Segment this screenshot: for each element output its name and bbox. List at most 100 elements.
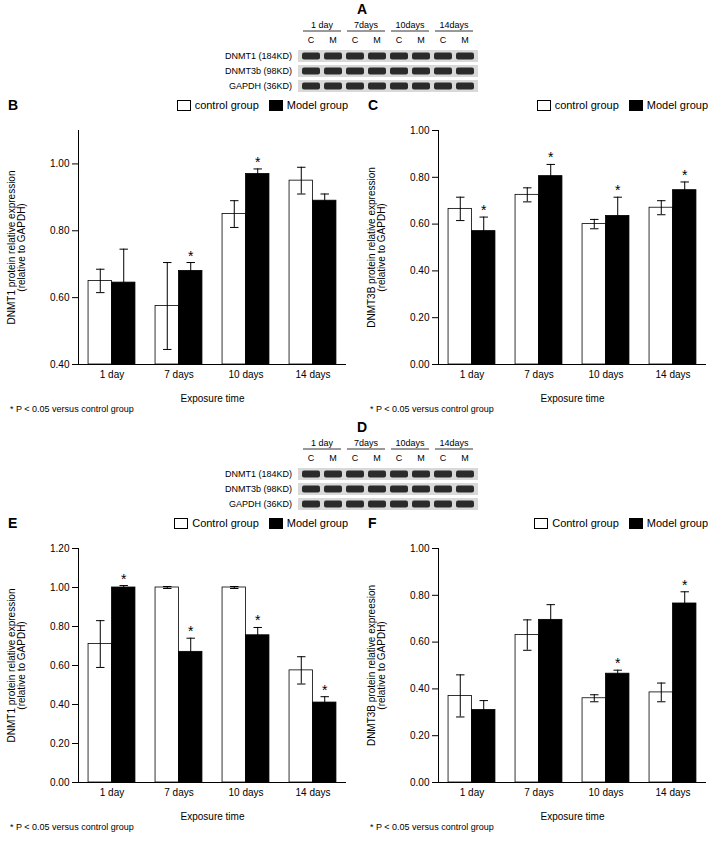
html-text:B: B — [8, 97, 19, 113]
svg-text:0.20: 0.20 — [50, 738, 70, 749]
svg-text:Exposure time: Exposure time — [181, 811, 245, 822]
svg-text:0.40: 0.40 — [50, 699, 70, 710]
svg-text:1 day: 1 day — [100, 369, 124, 380]
svg-text:0.00: 0.00 — [410, 777, 430, 788]
svg-text:7days: 7days — [354, 20, 379, 30]
svg-text:0.20: 0.20 — [410, 730, 430, 741]
svg-text:Exposure time: Exposure time — [181, 393, 245, 404]
svg-text:0.00: 0.00 — [410, 359, 430, 370]
svg-text:0.40: 0.40 — [410, 683, 430, 694]
svg-text:7 days: 7 days — [164, 787, 193, 798]
svg-text:*: * — [682, 577, 688, 593]
svg-text:*: * — [615, 655, 621, 671]
svg-text:D: D — [357, 419, 367, 435]
svg-text:M: M — [417, 453, 425, 463]
svg-text:DNMT1 (184KD): DNMT1 (184KD) — [225, 51, 292, 61]
svg-text:7 days: 7 days — [524, 369, 553, 380]
svg-text:*: * — [188, 623, 194, 639]
svg-text:0.00: 0.00 — [50, 777, 70, 788]
svg-text:14days: 14days — [439, 438, 469, 448]
html-text:Control group: Control group — [552, 516, 619, 529]
svg-text:GAPDH (36KD): GAPDH (36KD) — [229, 499, 292, 509]
svg-text:*: * — [255, 154, 261, 170]
svg-text:10days: 10days — [395, 20, 425, 30]
svg-text:C: C — [440, 453, 447, 463]
svg-text:14 days: 14 days — [655, 787, 690, 798]
svg-text:*: * — [481, 202, 487, 218]
svg-text:A: A — [357, 1, 367, 17]
html-text:Model group: Model group — [286, 516, 348, 529]
svg-text:0.40: 0.40 — [410, 265, 430, 276]
svg-text:1 day: 1 day — [460, 369, 484, 380]
svg-text:10 days: 10 days — [588, 369, 623, 380]
svg-text:*: * — [255, 612, 261, 628]
svg-text:14 days: 14 days — [655, 369, 690, 380]
svg-text:DNMT3B protein relative expree: DNMT3B protein relative expreesion(relat… — [366, 585, 387, 746]
svg-text:1 day: 1 day — [311, 20, 334, 30]
svg-text:0.80: 0.80 — [410, 590, 430, 601]
html-text:Model group: Model group — [646, 516, 708, 529]
svg-text:0.60: 0.60 — [410, 218, 430, 229]
svg-text:DNMT3B protein relative expres: DNMT3B protein relative expression(relat… — [366, 167, 387, 328]
svg-text:DNMT3b (98KD): DNMT3b (98KD) — [225, 66, 292, 76]
svg-text:C: C — [396, 35, 403, 45]
svg-text:Exposure time: Exposure time — [541, 393, 605, 404]
html-text:Control group: Control group — [192, 516, 259, 529]
svg-text:10 days: 10 days — [588, 787, 623, 798]
svg-text:M: M — [373, 35, 381, 45]
svg-text:1.00: 1.00 — [410, 125, 430, 136]
svg-text:7 days: 7 days — [164, 369, 193, 380]
svg-text:0.60: 0.60 — [410, 636, 430, 647]
svg-text:DNMT1 protein relative express: DNMT1 protein relative expression(relati… — [6, 589, 27, 743]
svg-text:1 day: 1 day — [311, 438, 334, 448]
svg-text:10 days: 10 days — [228, 369, 263, 380]
svg-text:DNMT3b (98KD): DNMT3b (98KD) — [225, 484, 292, 494]
html-text:control group: control group — [194, 98, 259, 111]
svg-text:0.60: 0.60 — [50, 660, 70, 671]
svg-text:M: M — [329, 453, 337, 463]
svg-text:*: * — [682, 167, 688, 183]
svg-text:M: M — [461, 35, 469, 45]
svg-text:C: C — [396, 453, 403, 463]
svg-text:C: C — [352, 453, 359, 463]
svg-text:Exposure time: Exposure time — [541, 811, 605, 822]
svg-text:C: C — [308, 453, 315, 463]
svg-text:GAPDH (36KD): GAPDH (36KD) — [229, 81, 292, 91]
html-text:Model group: Model group — [286, 98, 348, 111]
html-text:control group: control group — [554, 98, 619, 111]
svg-text:DNMT1 (184KD): DNMT1 (184KD) — [225, 469, 292, 479]
svg-text:DNMT1 protein relative express: DNMT1 protein relative expression(relati… — [6, 171, 27, 325]
svg-text:C: C — [308, 35, 315, 45]
svg-text:1.00: 1.00 — [410, 543, 430, 554]
svg-text:M: M — [417, 35, 425, 45]
svg-text:14days: 14days — [439, 20, 469, 30]
svg-text:7days: 7days — [354, 438, 379, 448]
svg-text:M: M — [373, 453, 381, 463]
svg-text:0.80: 0.80 — [50, 621, 70, 632]
svg-text:M: M — [329, 35, 337, 45]
svg-text:0.20: 0.20 — [410, 312, 430, 323]
svg-text:10days: 10days — [395, 438, 425, 448]
svg-text:10 days: 10 days — [228, 787, 263, 798]
svg-text:*: * — [548, 149, 554, 165]
svg-text:1.00: 1.00 — [50, 582, 70, 593]
svg-text:C: C — [440, 35, 447, 45]
svg-text:1 day: 1 day — [100, 787, 124, 798]
svg-text:1.00: 1.00 — [50, 158, 70, 169]
svg-text:1 day: 1 day — [460, 787, 484, 798]
html-text:Model group: Model group — [646, 98, 708, 111]
svg-text:*: * — [188, 248, 194, 264]
svg-text:14 days: 14 days — [295, 369, 330, 380]
svg-text:14 days: 14 days — [295, 787, 330, 798]
svg-text:*: * — [322, 682, 328, 698]
svg-text:M: M — [461, 453, 469, 463]
svg-text:7 days: 7 days — [524, 787, 553, 798]
svg-text:0.80: 0.80 — [410, 172, 430, 183]
svg-text:*: * — [615, 182, 621, 198]
svg-text:0.60: 0.60 — [50, 292, 70, 303]
svg-text:*: * — [121, 571, 127, 587]
svg-text:0.40: 0.40 — [50, 359, 70, 370]
svg-text:0.80: 0.80 — [50, 225, 70, 236]
svg-text:C: C — [352, 35, 359, 45]
svg-text:1.20: 1.20 — [50, 543, 70, 554]
